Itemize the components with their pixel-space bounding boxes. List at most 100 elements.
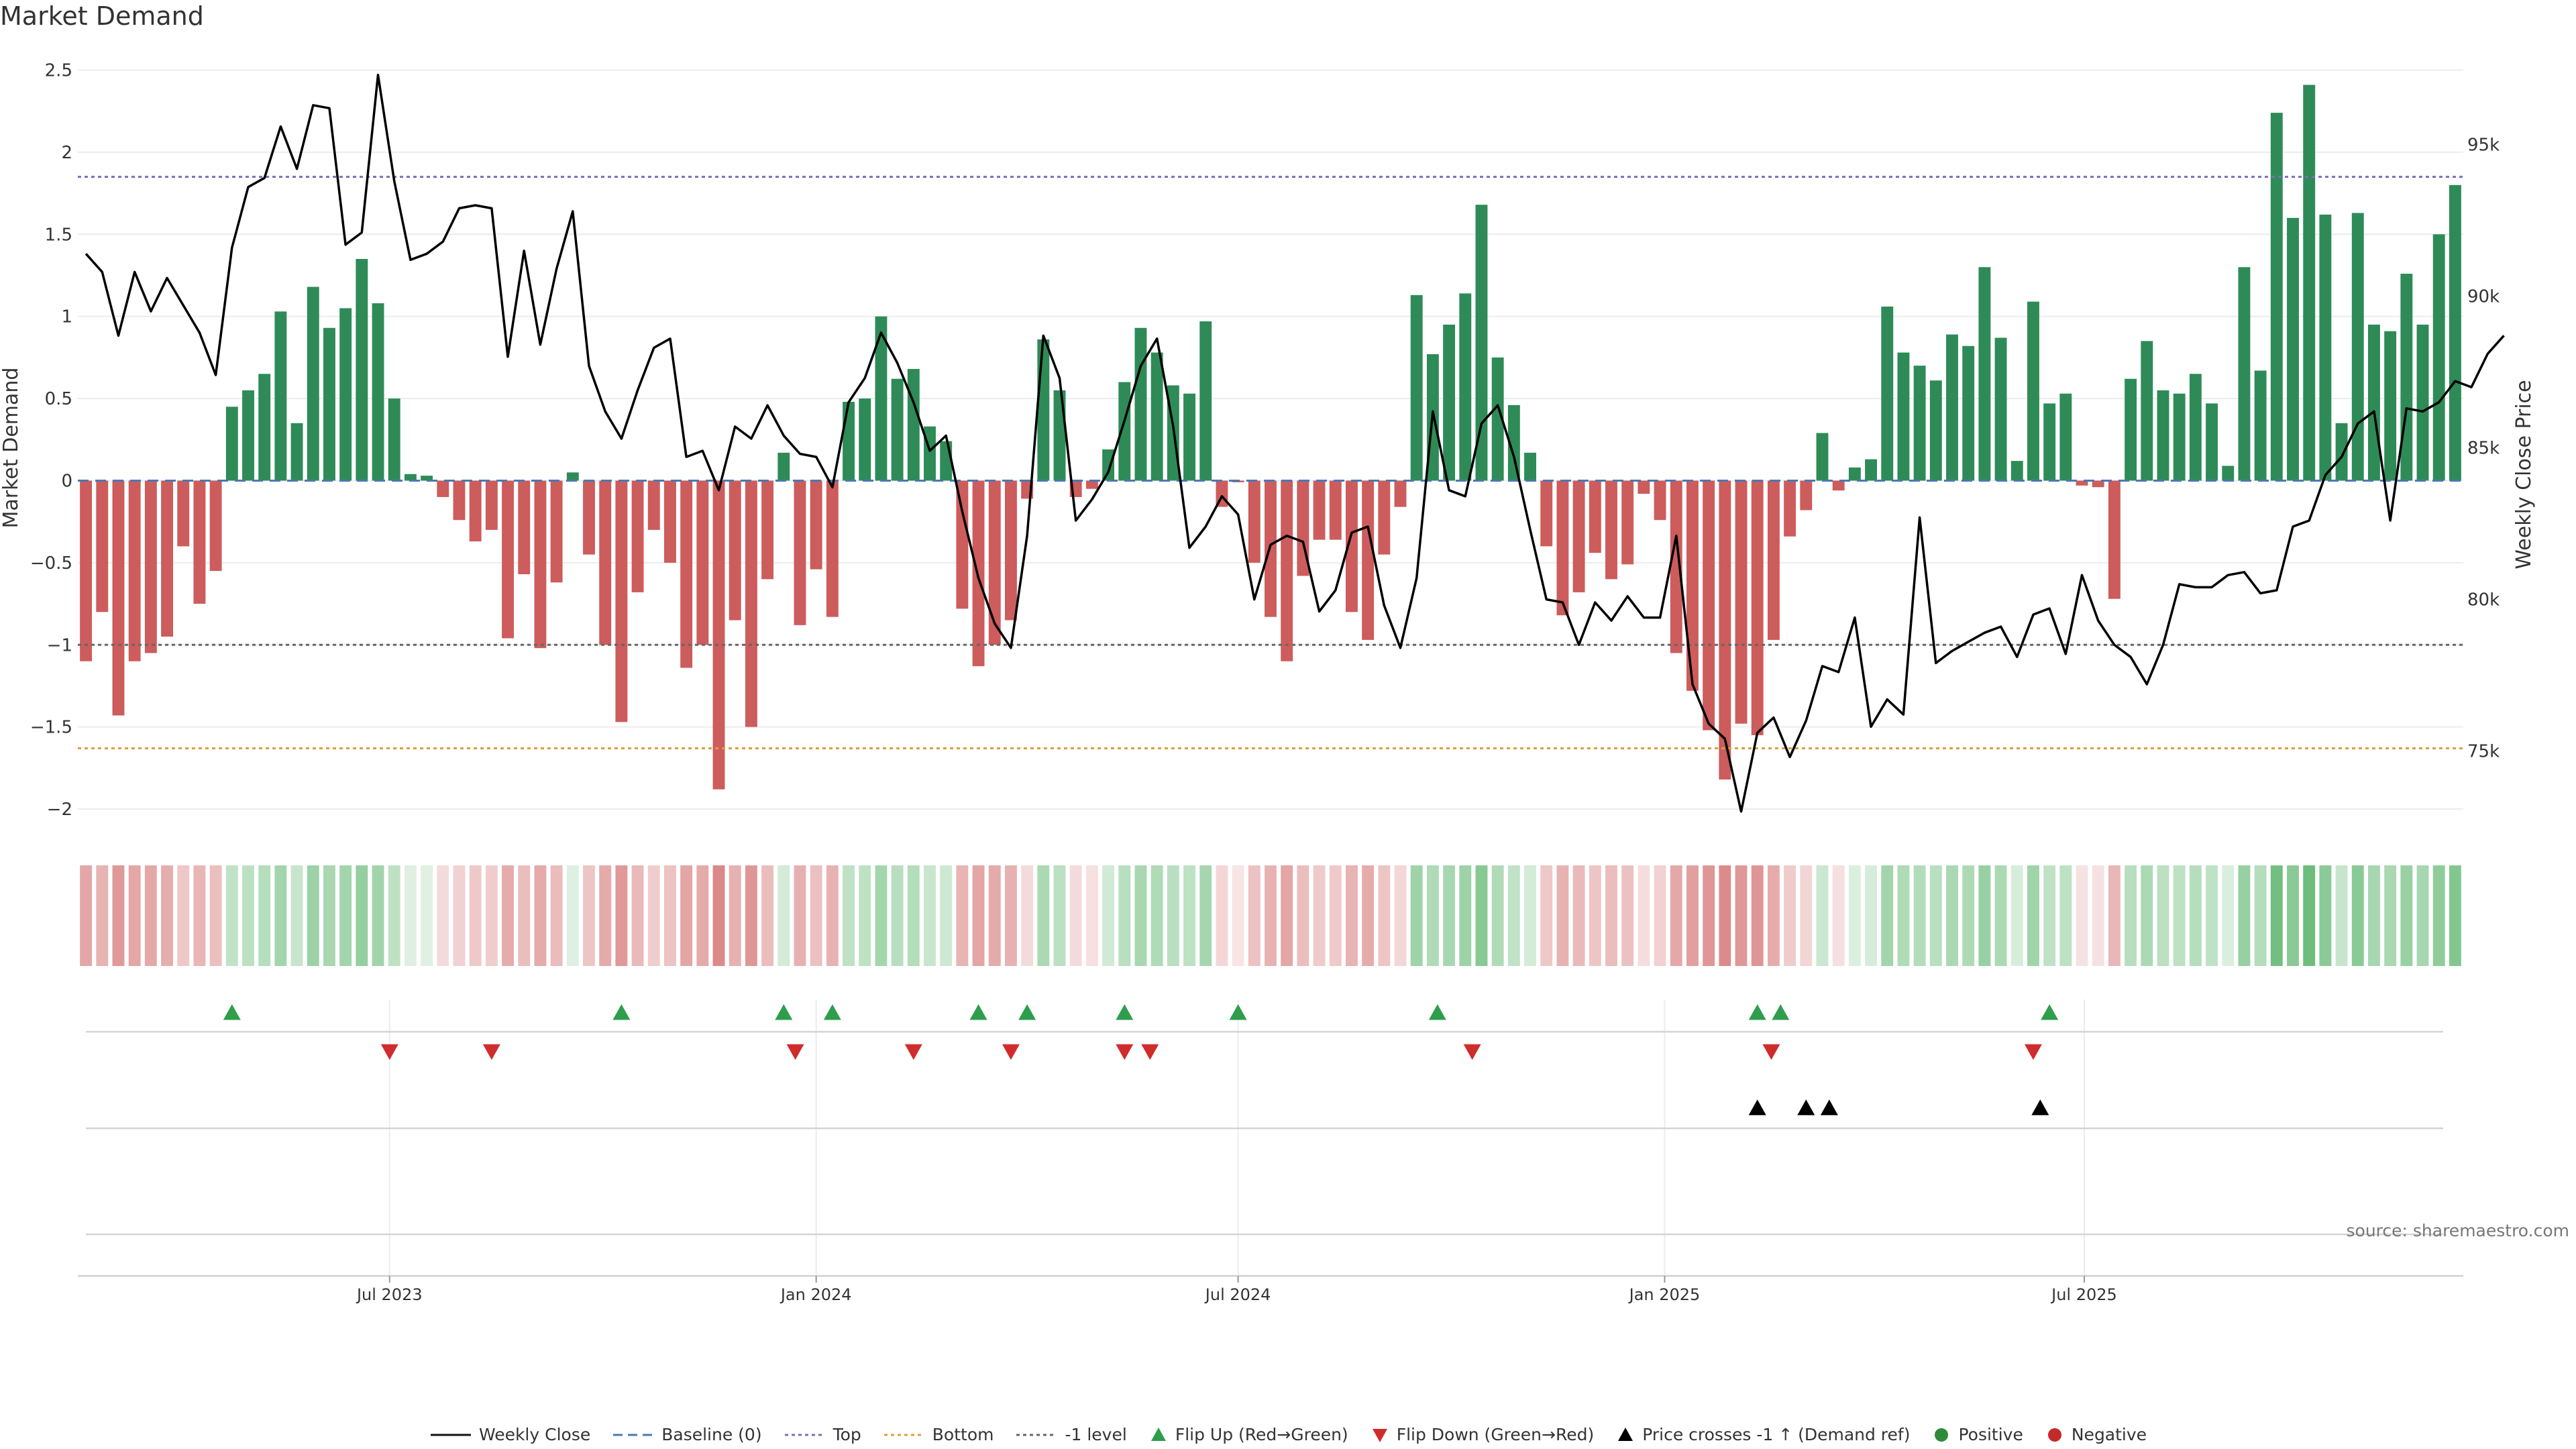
heat-cell xyxy=(485,865,498,966)
flip-down-marker xyxy=(904,1044,922,1060)
heat-cell xyxy=(1362,865,1375,966)
y-tick-label: 0 xyxy=(61,471,72,491)
demand-bar xyxy=(2027,301,2039,481)
demand-bar xyxy=(729,480,741,621)
demand-bar xyxy=(1978,267,1991,481)
heat-cell xyxy=(1767,865,1780,966)
demand-bar xyxy=(1816,433,1829,481)
heat-cell xyxy=(956,865,969,966)
demand-bar xyxy=(1751,480,1764,735)
demand-bar xyxy=(1703,480,1715,731)
flip-up-marker xyxy=(612,1004,631,1020)
demand-bar xyxy=(80,480,93,661)
flip-up-marker xyxy=(1116,1004,1134,1020)
demand-bar xyxy=(2335,423,2348,481)
demand-bar xyxy=(1572,480,1585,592)
demand-bar xyxy=(2416,324,2429,481)
flip-up-marker xyxy=(775,1004,793,1020)
demand-bar xyxy=(1735,480,1748,724)
demand-bar xyxy=(615,480,628,722)
heat-cell xyxy=(615,865,628,966)
legend-label: Baseline (0) xyxy=(661,1425,762,1444)
y-tick-label: 0.5 xyxy=(45,389,72,409)
heat-cell xyxy=(599,865,612,966)
demand-bar xyxy=(1362,480,1375,640)
y-tick-label: 2 xyxy=(61,143,72,163)
heat-cell xyxy=(1410,865,1423,966)
heat-cell xyxy=(1491,865,1504,966)
heat-cell xyxy=(1670,865,1682,966)
demand-bar xyxy=(1994,337,2007,481)
heat-cell xyxy=(290,865,303,966)
demand-bar xyxy=(1800,480,1813,511)
demand-bar xyxy=(1134,327,1147,481)
heat-cell xyxy=(274,865,287,966)
heat-cell xyxy=(2384,865,2397,966)
demand-bar xyxy=(161,480,173,637)
heat-cell xyxy=(1686,865,1699,966)
heat-cell xyxy=(550,865,563,966)
heat-cell xyxy=(323,865,335,966)
demand-bar xyxy=(1329,480,1342,540)
legend-item: Flip Up (Red→Green) xyxy=(1148,1425,1348,1444)
flip-up-marker xyxy=(1772,1004,1790,1020)
flip-down-marker xyxy=(1141,1044,1159,1060)
heat-cell xyxy=(1037,865,1050,966)
demand-bar xyxy=(2157,390,2169,481)
demand-bar xyxy=(323,327,335,481)
demand-bar xyxy=(696,480,709,645)
y-tick-label: 2.5 xyxy=(45,60,72,80)
demand-bar xyxy=(1589,480,1601,553)
heat-cell xyxy=(2400,865,2413,966)
heat-cell xyxy=(664,865,676,966)
demand-bar xyxy=(1248,480,1260,563)
demand-bar xyxy=(1605,480,1617,580)
demand-bar xyxy=(1313,480,1326,540)
heat-cell xyxy=(2043,865,2056,966)
heat-cell xyxy=(372,865,384,966)
demand-bar xyxy=(1638,480,1650,494)
demand-bar xyxy=(1102,449,1115,481)
x-tick-label: Jul 2023 xyxy=(356,1285,423,1304)
demand-bar xyxy=(2303,85,2316,481)
heat-cell xyxy=(1507,865,1520,966)
heat-cell xyxy=(1913,865,1926,966)
heat-cell xyxy=(1475,865,1488,966)
demand-bar xyxy=(1491,357,1504,481)
heat-cell xyxy=(2351,865,2364,966)
heat-cell xyxy=(2222,865,2235,966)
heat-cell xyxy=(421,865,433,966)
x-tick-label: Jul 2025 xyxy=(2050,1285,2117,1304)
flip-up-marker xyxy=(1428,1004,1446,1020)
heat-cell xyxy=(2141,865,2153,966)
legend-label: Flip Up (Red→Green) xyxy=(1175,1425,1348,1444)
demand-bar xyxy=(777,452,790,481)
price-cross-marker xyxy=(1797,1099,1815,1116)
demand-bar xyxy=(2368,324,2380,481)
heat-cell xyxy=(1021,865,1034,966)
demand-bar xyxy=(1946,334,1958,481)
flip-up-marker xyxy=(1018,1004,1036,1020)
demand-bar xyxy=(647,480,660,530)
heat-cell xyxy=(1265,865,1277,966)
demand-bar xyxy=(2400,274,2413,481)
legend-item: Weekly Close xyxy=(429,1425,590,1444)
heat-cell xyxy=(2125,865,2137,966)
demand-bar xyxy=(485,480,498,530)
heat-cell xyxy=(988,865,1001,966)
demand-bar xyxy=(290,423,303,481)
flip-down-marker xyxy=(380,1044,398,1060)
weekly-close-line xyxy=(85,73,2505,813)
heat-cell xyxy=(1346,865,1358,966)
heat-cell xyxy=(2108,865,2121,966)
heat-cell xyxy=(1199,865,1212,966)
demand-bar xyxy=(356,258,368,481)
demand-bar xyxy=(518,480,531,574)
demand-bar xyxy=(664,480,676,563)
legend-label: -1 level xyxy=(1065,1425,1127,1444)
heat-cell xyxy=(1167,865,1179,966)
heat-cell xyxy=(1897,865,1910,966)
legend-item: Top xyxy=(784,1425,861,1444)
flip-down-marker xyxy=(482,1044,500,1060)
legend-symbol xyxy=(2047,1428,2061,1442)
